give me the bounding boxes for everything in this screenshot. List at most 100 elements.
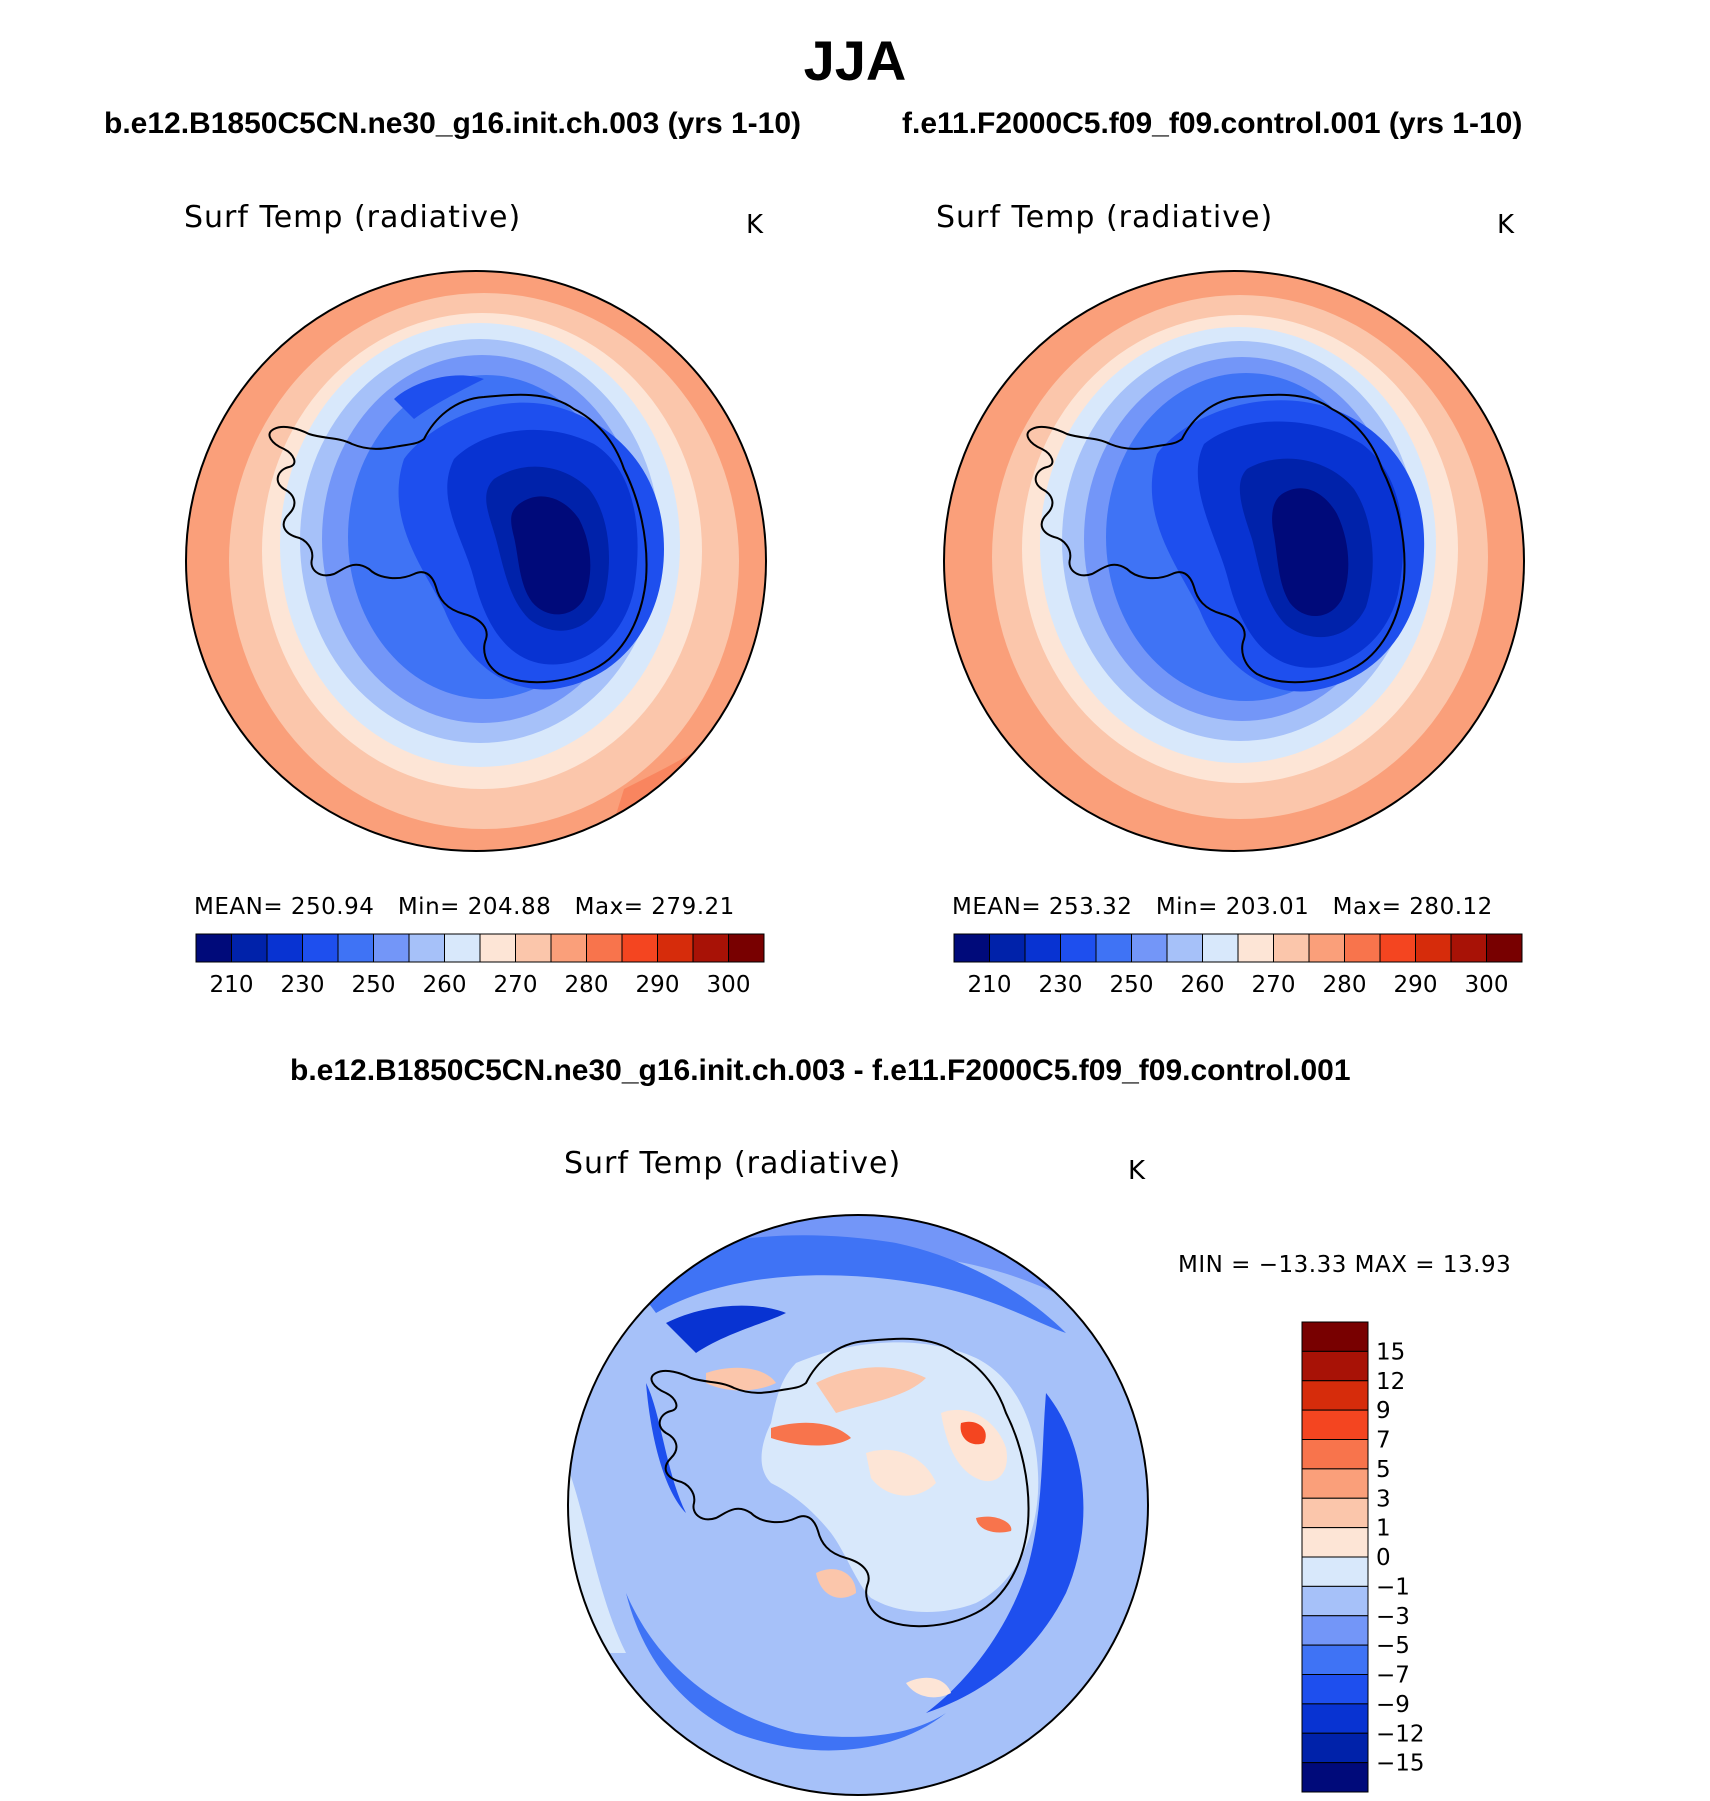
colorbar-box xyxy=(479,933,516,963)
colorbar-box xyxy=(1301,1350,1369,1382)
colorbar-box xyxy=(1301,1585,1369,1617)
colorbar-tick-label: 300 xyxy=(707,972,751,998)
diff-case-title: b.e12.B1850C5CN.ne30_g16.init.ch.003 - f… xyxy=(290,1054,1351,1087)
colorbar-box xyxy=(302,933,339,963)
colorbar-box xyxy=(231,933,268,963)
colorbar-box xyxy=(1301,1556,1369,1587)
colorbar-box xyxy=(1301,1380,1369,1411)
colorbar-tick-label: −9 xyxy=(1376,1692,1410,1718)
left-stats: MEAN= 250.94 Min= 204.88 Max= 279.21 xyxy=(194,894,735,920)
right-mean-label: MEAN= xyxy=(952,894,1042,920)
left-colorbar: 210 230 250 260 270 280 290 300 xyxy=(195,933,765,998)
colorbar-tick-label: 290 xyxy=(636,972,680,998)
colorbar-tick-label: 290 xyxy=(1394,972,1438,998)
colorbar-box xyxy=(1301,1644,1369,1675)
colorbar-box xyxy=(408,933,445,963)
colorbar-box xyxy=(1301,1439,1369,1470)
left-case-title: b.e12.B1850C5CN.ne30_g16.init.ch.003 (yr… xyxy=(104,107,802,140)
colorbar-box xyxy=(1202,933,1239,963)
colorbar-box xyxy=(444,933,481,963)
colorbar-box xyxy=(195,933,232,963)
colorbar-box xyxy=(1095,933,1132,963)
colorbar-box xyxy=(1308,933,1345,963)
colorbar-box xyxy=(1301,1674,1369,1705)
diff-units: K xyxy=(1128,1156,1146,1186)
diff-variable-title: Surf Temp (radiative) xyxy=(564,1146,902,1181)
colorbar-tick-label: 250 xyxy=(352,972,396,998)
colorbar-tick-label: 5 xyxy=(1376,1457,1391,1483)
left-min-value: 204.88 xyxy=(467,894,552,920)
colorbar-box xyxy=(1301,1527,1369,1558)
left-polar-map xyxy=(185,270,767,852)
colorbar-tick-label: 7 xyxy=(1376,1428,1391,1454)
colorbar-box xyxy=(989,933,1026,963)
colorbar-tick-label: 0 xyxy=(1376,1545,1391,1571)
colorbar-box xyxy=(550,933,587,963)
page-title: JJA xyxy=(803,29,907,92)
colorbar-box xyxy=(1024,933,1061,963)
left-variable-title: Surf Temp (radiative) xyxy=(184,200,522,235)
colorbar-box xyxy=(515,933,552,963)
left-units: K xyxy=(746,210,764,240)
colorbar-tick-label: −15 xyxy=(1376,1751,1425,1777)
colorbar-tick-label: 1 xyxy=(1376,1516,1391,1542)
colorbar-tick-label: 12 xyxy=(1376,1369,1405,1395)
colorbar-tick-label: 250 xyxy=(1110,972,1154,998)
colorbar-tick-label: −3 xyxy=(1376,1604,1410,1630)
colorbar-box xyxy=(728,933,765,963)
left-mean-label: MEAN= xyxy=(194,894,284,920)
colorbar-tick-label: 280 xyxy=(565,972,609,998)
colorbar-box xyxy=(266,933,303,963)
right-mean-value: 253.32 xyxy=(1048,894,1133,920)
colorbar-box xyxy=(1301,1703,1369,1734)
colorbar-tick-label: 210 xyxy=(968,972,1012,998)
colorbar-box xyxy=(1450,933,1487,963)
colorbar-box xyxy=(373,933,410,963)
colorbar-tick-label: 9 xyxy=(1376,1398,1391,1424)
colorbar-box xyxy=(1273,933,1310,963)
colorbar-tick-label: 15 xyxy=(1376,1339,1405,1365)
colorbar-box xyxy=(621,933,658,963)
colorbar-box xyxy=(1415,933,1452,963)
colorbar-box xyxy=(692,933,729,963)
colorbar-box xyxy=(1301,1732,1369,1764)
colorbar-box xyxy=(337,933,374,963)
right-min-label: Min= xyxy=(1155,894,1218,920)
colorbar-box xyxy=(1379,933,1416,963)
colorbar-tick-label: −1 xyxy=(1376,1574,1410,1600)
right-max-value: 280.12 xyxy=(1409,894,1493,920)
diff-minmax: MIN = −13.33 MAX = 13.93 xyxy=(1178,1252,1512,1278)
colorbar-box xyxy=(586,933,623,963)
diff-colorbar: 15 12 9 7 5 3 1 0 −1 −3 −5 −7 −9 −12 −15 xyxy=(1301,1321,1425,1793)
colorbar-box xyxy=(1237,933,1274,963)
colorbar-tick-label: 3 xyxy=(1376,1486,1391,1512)
colorbar-box xyxy=(1131,933,1168,963)
diff-polar-map xyxy=(567,1214,1149,1796)
colorbar-tick-label: 260 xyxy=(1181,972,1225,998)
colorbar-tick-label: 230 xyxy=(281,972,325,998)
colorbar-box xyxy=(1301,1615,1369,1646)
colorbar-box xyxy=(1301,1762,1369,1793)
colorbar-tick-label: 300 xyxy=(1465,972,1509,998)
left-max-value: 279.21 xyxy=(651,894,735,920)
colorbar-box xyxy=(1301,1497,1369,1529)
left-max-label: Max= xyxy=(574,894,644,920)
colorbar-box xyxy=(1166,933,1203,963)
colorbar-tick-label: −12 xyxy=(1376,1721,1425,1747)
colorbar-tick-label: 260 xyxy=(423,972,467,998)
right-max-label: Max= xyxy=(1332,894,1402,920)
right-stats: MEAN= 253.32 Min= 203.01 Max= 280.12 xyxy=(952,894,1493,920)
colorbar-tick-label: 210 xyxy=(210,972,254,998)
colorbar-box xyxy=(1344,933,1381,963)
colorbar-tick-label: 230 xyxy=(1039,972,1083,998)
colorbar-tick-label: 270 xyxy=(494,972,538,998)
right-case-title: f.e11.F2000C5.f09_f09.control.001 (yrs 1… xyxy=(902,107,1523,140)
right-colorbar: 210 230 250 260 270 280 290 300 xyxy=(953,933,1523,998)
right-polar-map xyxy=(943,270,1525,852)
colorbar-box xyxy=(953,933,990,963)
colorbar-tick-label: 270 xyxy=(1252,972,1296,998)
colorbar-box xyxy=(1301,1321,1369,1352)
right-min-value: 203.01 xyxy=(1225,894,1310,920)
colorbar-box xyxy=(1301,1409,1369,1440)
colorbar-box xyxy=(1060,933,1097,963)
